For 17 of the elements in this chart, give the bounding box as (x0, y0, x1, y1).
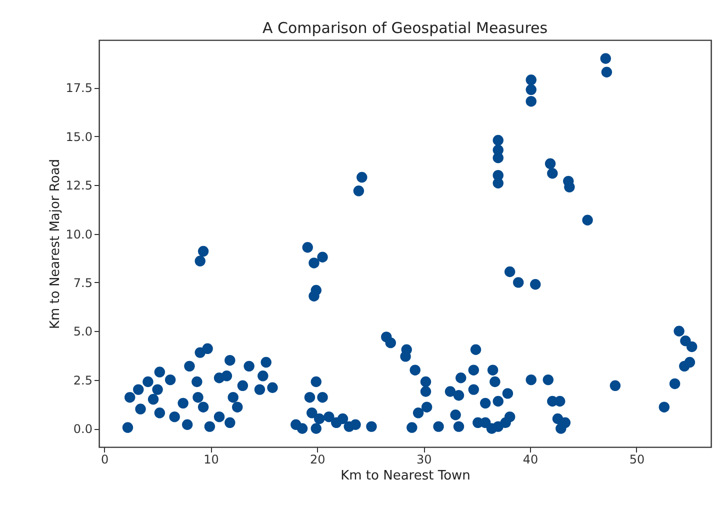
x-tick-label: 10 (204, 452, 219, 466)
y-tick-label: 17.5 (66, 81, 92, 96)
y-axis-title: Km to Nearest Major Road (48, 158, 63, 330)
y-tick-label: 15.0 (66, 130, 92, 144)
x-tick-label: 50 (629, 452, 645, 466)
y-tick-label: 12.5 (66, 178, 92, 193)
x-tick-label: 40 (522, 452, 538, 466)
y-tick-label: 10.0 (66, 227, 92, 242)
x-tick-label: 20 (310, 452, 326, 466)
x-axis-title: Km to Nearest Town (340, 468, 470, 484)
x-tick-label: 0 (101, 452, 109, 466)
y-tick-label: 2.5 (73, 373, 92, 388)
chart-title: A Comparison of Geospatial Measures (262, 19, 548, 37)
y-tick-label: 0.0 (73, 422, 92, 436)
x-tick-label: 30 (416, 452, 432, 466)
y-tick-label: 7.5 (73, 276, 92, 290)
y-tick-label: 5.0 (73, 324, 92, 339)
